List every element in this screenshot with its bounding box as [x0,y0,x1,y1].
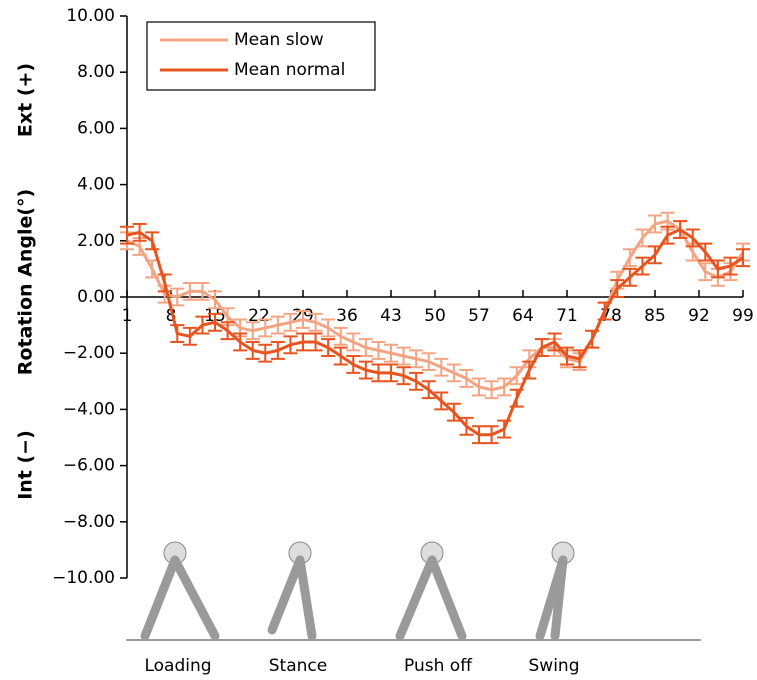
error-bar [409,373,423,390]
y-tick-label: 2.00 [77,231,115,251]
x-tick-label: 99 [732,306,754,326]
error-bar [321,319,335,336]
error-bar [334,348,348,365]
y-tick-label: −2.00 [63,343,115,363]
x-tick-label: 85 [644,306,666,326]
legend-label: Mean normal [234,60,345,80]
error-bar [145,232,159,249]
error-bar [447,364,461,381]
x-tick-label: 92 [688,306,710,326]
error-bar [459,370,473,387]
legend-label: Mean slow [234,30,324,50]
x-tick-label: 64 [512,306,534,326]
y-tick-label: −8.00 [63,512,115,532]
series-line [127,230,743,435]
figure-swing [540,542,574,636]
y-tick-label: 0.00 [77,287,115,307]
legend: Mean slow Mean normal [147,22,375,90]
y-tick-label: −4.00 [63,399,115,419]
x-tick-label: 36 [336,306,358,326]
y-tick-label: 4.00 [77,175,115,195]
y-tick-label: −6.00 [63,456,115,476]
figure-stance [272,542,312,636]
y-tick-label: 6.00 [77,118,115,138]
x-tick-label: 71 [556,306,578,326]
error-bar [497,421,511,438]
walking-figures [127,542,700,640]
figure-loading [145,542,215,636]
error-bar [346,356,360,373]
phase-label: Loading [144,656,211,676]
y-tick-label: −10.00 [52,568,115,588]
figure-push-off [400,542,462,636]
error-bar [334,328,348,345]
error-bar [321,339,335,356]
y-axis-label-main: Rotation Angle(°) [15,189,37,375]
x-tick-label: 50 [424,306,446,326]
y-tick-label: 8.00 [77,62,115,82]
series [120,221,750,443]
error-bar [510,390,524,407]
y-axis-label-ext: Ext (+) [15,63,37,137]
x-tick-label: 57 [468,306,490,326]
y-axis-label-int: Int (−) [15,430,37,500]
x-tick-label: 43 [380,306,402,326]
phase-label: Swing [529,656,580,676]
error-bar [346,334,360,351]
phase-label: Push off [404,656,473,676]
phase-label: Stance [269,656,327,676]
error-bar [434,359,448,376]
y-tick-label: 10.00 [66,6,115,26]
chart: Ext (+) Rotation Angle(°) Int (−) Loadin… [0,0,757,680]
x-tick-label: 1 [122,306,133,326]
